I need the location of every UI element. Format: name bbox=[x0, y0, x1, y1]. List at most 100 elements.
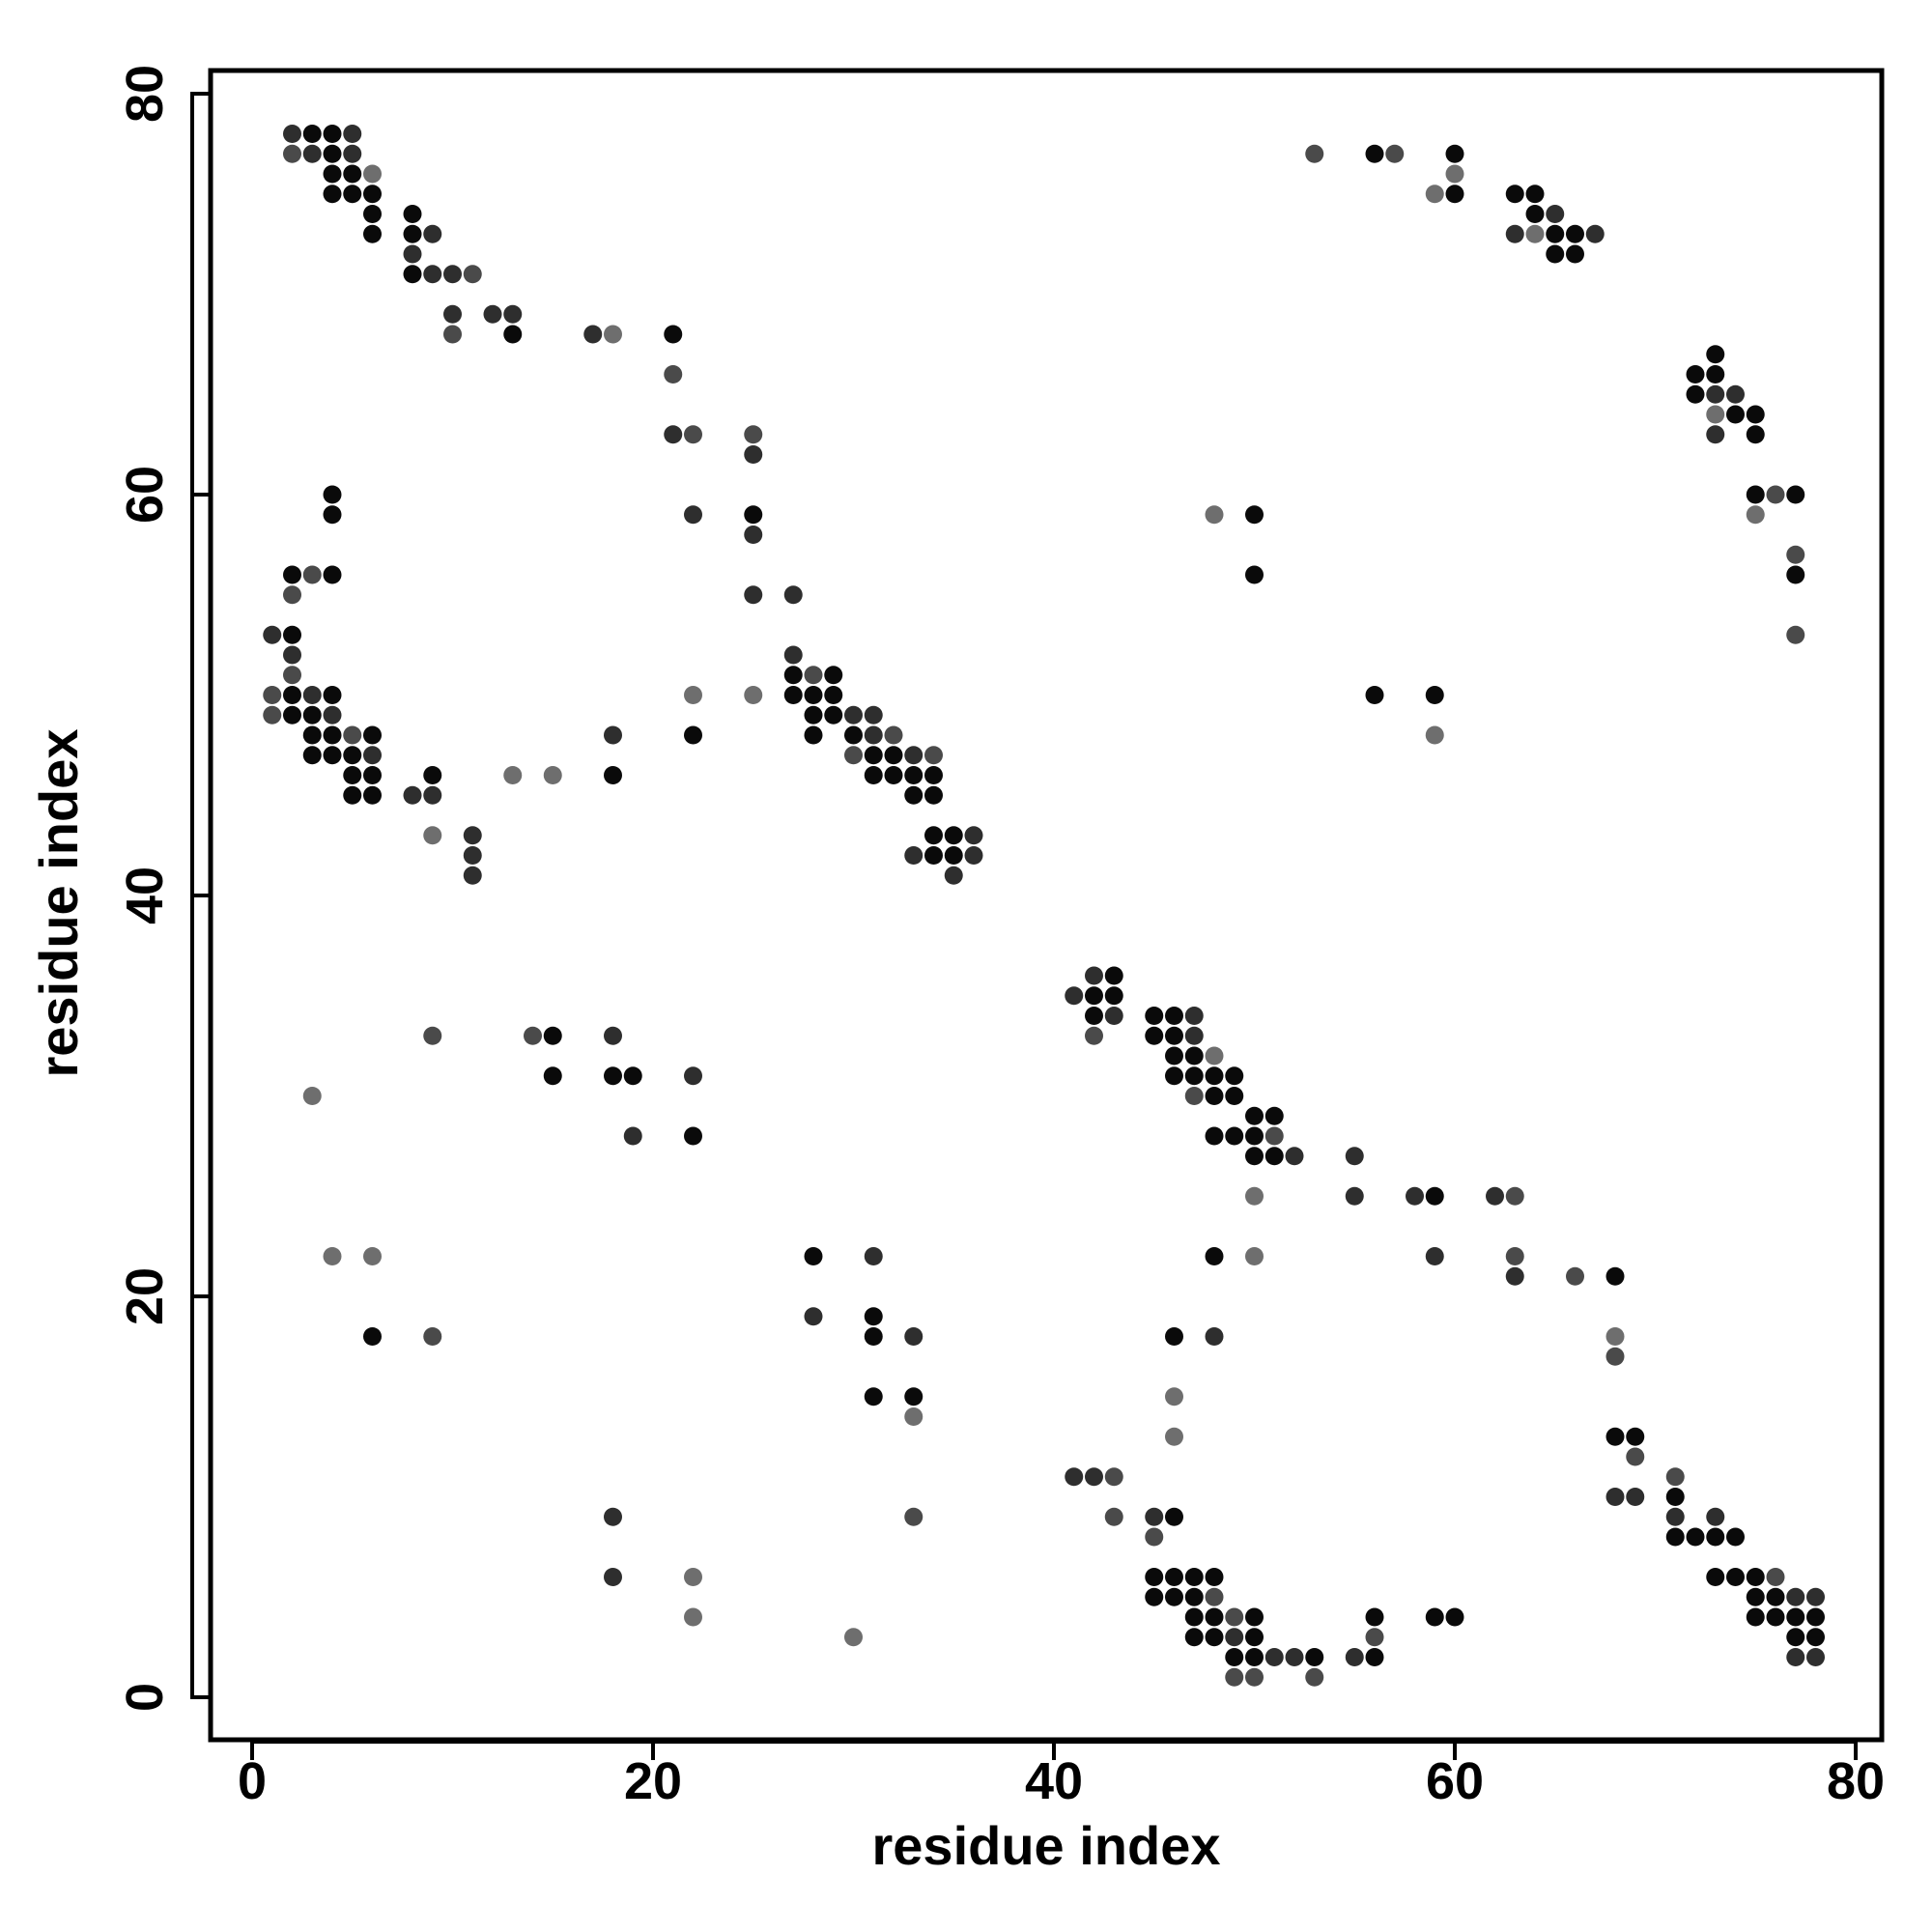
contact-point bbox=[904, 1387, 923, 1406]
contact-point bbox=[1145, 1568, 1164, 1586]
contact-point bbox=[844, 1628, 863, 1647]
contact-point bbox=[604, 766, 622, 784]
contact-point bbox=[263, 625, 282, 644]
contact-point bbox=[844, 746, 863, 765]
contact-point bbox=[1225, 1087, 1244, 1105]
contact-point bbox=[1305, 144, 1324, 163]
contact-point bbox=[283, 565, 301, 584]
contact-point bbox=[1746, 1607, 1765, 1627]
contact-point bbox=[283, 144, 301, 163]
contact-point bbox=[1525, 205, 1545, 223]
contact-point bbox=[864, 1327, 883, 1346]
contact-point bbox=[1085, 966, 1103, 985]
contact-point bbox=[403, 224, 422, 243]
contact-point bbox=[1085, 1467, 1103, 1487]
contact-point bbox=[323, 686, 342, 704]
contact-point bbox=[744, 585, 763, 605]
contact-point bbox=[783, 645, 803, 665]
contact-point bbox=[804, 725, 823, 745]
contact-point bbox=[783, 686, 803, 704]
contact-point bbox=[684, 725, 702, 745]
contact-point bbox=[1706, 345, 1725, 364]
contact-point bbox=[1665, 1527, 1685, 1547]
contact-point bbox=[884, 725, 903, 745]
contact-point bbox=[1626, 1488, 1645, 1506]
contact-point bbox=[302, 746, 322, 765]
contact-point bbox=[323, 565, 342, 584]
contact-point bbox=[804, 1247, 823, 1265]
contact-point bbox=[1365, 1648, 1384, 1666]
contact-point bbox=[423, 265, 442, 284]
contact-point bbox=[302, 565, 322, 584]
contact-point bbox=[423, 224, 442, 243]
contact-point bbox=[824, 705, 843, 724]
contact-point bbox=[1225, 1126, 1244, 1146]
contact-point bbox=[744, 445, 763, 464]
contact-point bbox=[1165, 1427, 1183, 1446]
contact-point bbox=[1305, 1648, 1324, 1666]
contact-point bbox=[423, 785, 442, 805]
contact-point bbox=[1605, 1327, 1625, 1346]
contact-point bbox=[904, 1507, 923, 1526]
contact-point bbox=[1425, 1247, 1444, 1265]
contact-point bbox=[323, 1247, 342, 1265]
contact-point bbox=[1786, 1628, 1805, 1647]
contact-point bbox=[1706, 365, 1725, 384]
contact-point bbox=[343, 125, 362, 143]
contact-point bbox=[1706, 1527, 1725, 1547]
contact-point bbox=[1245, 1247, 1264, 1265]
contact-point bbox=[1245, 1648, 1264, 1666]
contact-point bbox=[323, 125, 342, 143]
contact-point bbox=[1184, 1066, 1204, 1086]
contact-point bbox=[864, 725, 883, 745]
contact-point bbox=[684, 1126, 702, 1146]
contact-point bbox=[363, 725, 382, 745]
contact-point bbox=[1706, 405, 1725, 424]
contact-point bbox=[1766, 1607, 1785, 1627]
contact-point bbox=[864, 1247, 883, 1265]
contact-point bbox=[664, 325, 683, 344]
contact-point bbox=[684, 425, 702, 444]
contact-point bbox=[1806, 1628, 1825, 1647]
contact-point bbox=[1806, 1607, 1825, 1627]
contact-point bbox=[684, 1066, 702, 1086]
contact-point bbox=[824, 686, 843, 704]
contact-point bbox=[1165, 1026, 1183, 1045]
contact-point bbox=[1546, 244, 1565, 264]
contact-point bbox=[1145, 1507, 1164, 1526]
contact-point bbox=[363, 746, 382, 765]
contact-point bbox=[443, 304, 462, 324]
contact-point bbox=[1264, 1106, 1284, 1125]
contact-point bbox=[1766, 1587, 1785, 1606]
contact-point bbox=[904, 746, 923, 765]
contact-point bbox=[1505, 1186, 1524, 1206]
contact-point bbox=[864, 1307, 883, 1326]
contact-point bbox=[283, 645, 301, 665]
contact-point bbox=[1225, 1667, 1244, 1687]
contact-point bbox=[1225, 1607, 1244, 1627]
contact-point bbox=[343, 725, 362, 745]
contact-point bbox=[1245, 1628, 1264, 1647]
contact-point bbox=[283, 686, 301, 704]
contact-point bbox=[503, 766, 523, 784]
contact-point bbox=[1665, 1467, 1685, 1487]
contact-point bbox=[1486, 1186, 1504, 1206]
contact-point bbox=[604, 1507, 622, 1526]
contact-point bbox=[302, 125, 322, 143]
contact-point bbox=[302, 144, 322, 163]
y-tick-label: 20 bbox=[116, 1267, 174, 1325]
contact-point bbox=[604, 325, 622, 344]
y-tick-label: 80 bbox=[116, 65, 174, 123]
x-axis: 0 20 40 60 80 bbox=[238, 1740, 1885, 1810]
contact-point bbox=[1104, 1507, 1123, 1526]
contact-point bbox=[363, 766, 382, 784]
contact-point bbox=[1605, 1427, 1625, 1446]
contact-point bbox=[1225, 1066, 1244, 1086]
contact-point bbox=[1365, 686, 1384, 704]
contact-point bbox=[1605, 1488, 1625, 1506]
contact-point bbox=[1686, 1527, 1705, 1547]
contact-point bbox=[1786, 1648, 1805, 1666]
contact-point bbox=[1205, 1607, 1224, 1627]
contact-point bbox=[1786, 545, 1805, 564]
contact-point bbox=[363, 785, 382, 805]
